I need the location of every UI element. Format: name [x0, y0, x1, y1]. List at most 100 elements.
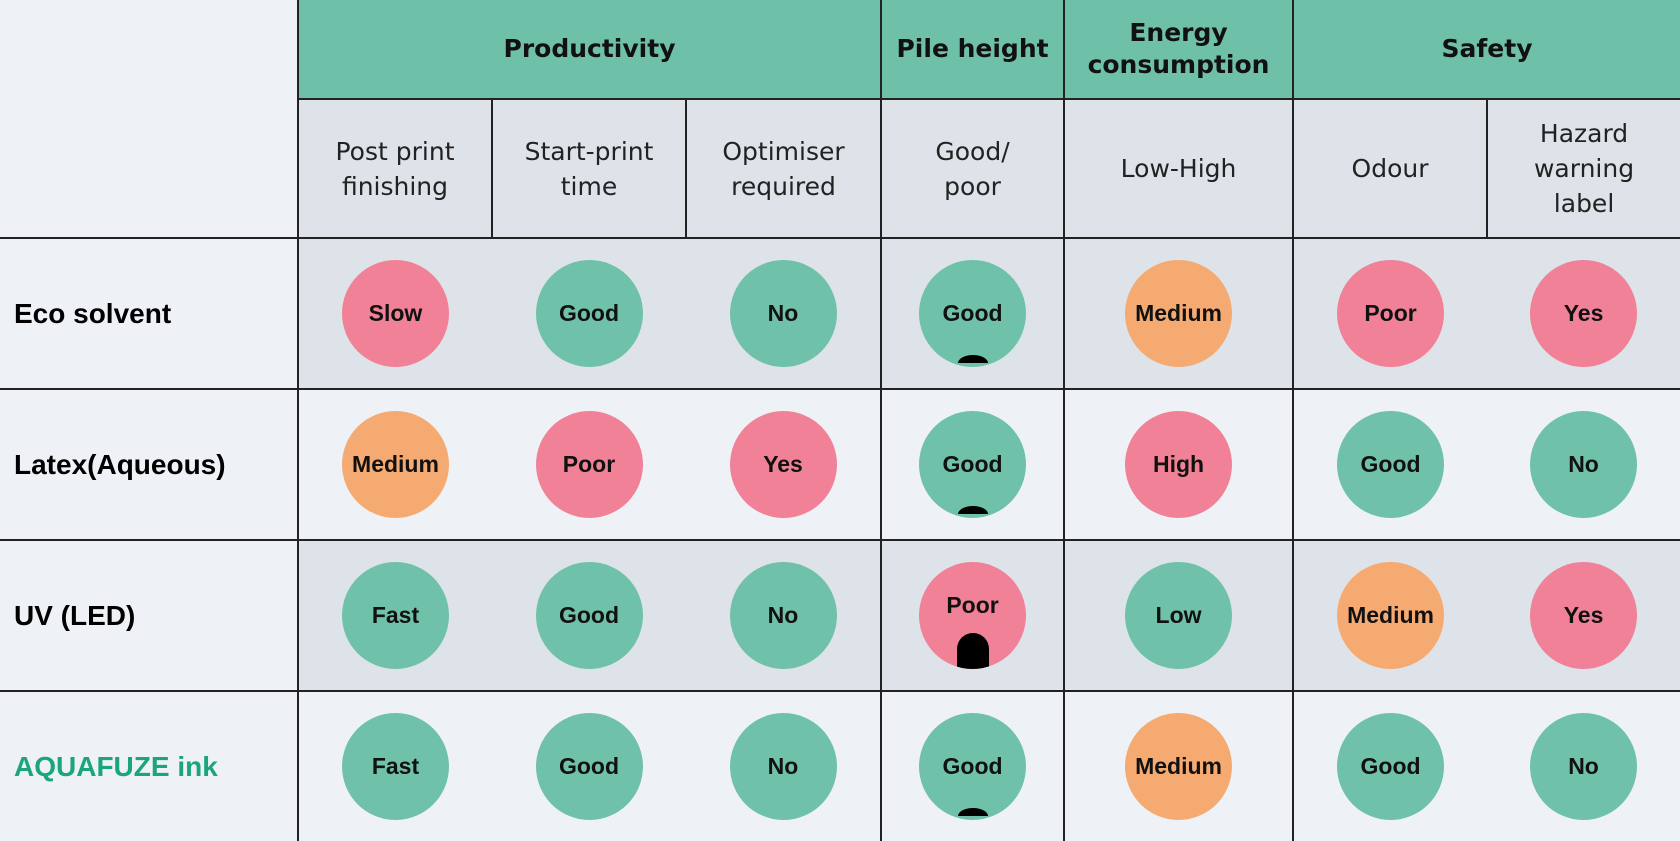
rating-cell: Poor	[1292, 237, 1488, 389]
rating-circle: High	[1125, 411, 1233, 518]
row-label: AQUAFUZE ink	[0, 690, 298, 841]
rating-cell: Good	[880, 388, 1065, 540]
corner-cell	[0, 99, 298, 238]
rating-cell: Good	[1292, 388, 1488, 540]
rating-circle: Good	[1337, 411, 1445, 518]
row-label: Eco solvent	[0, 237, 298, 389]
rating-circle: Yes	[1530, 562, 1638, 669]
group-header: Productivity	[296, 0, 882, 99]
pile-height-icon	[957, 808, 988, 816]
group-header: Pile height	[880, 0, 1065, 99]
rating-circle: Good	[535, 260, 643, 367]
rating-circle: Good	[1337, 713, 1445, 820]
rating-cell: No	[686, 539, 882, 691]
row-label: Latex(Aqueous)	[0, 388, 298, 540]
rating-circle: Medium	[1337, 562, 1445, 669]
rating-circle: Fast	[342, 562, 449, 669]
rating-label: Poor	[562, 451, 616, 477]
rating-cell: Good	[880, 237, 1065, 389]
rating-cell: Fast	[297, 539, 492, 691]
rating-cell: Yes	[1487, 237, 1680, 389]
rating-cell: Low	[1063, 539, 1294, 691]
rating-cell: No	[686, 690, 882, 841]
rating-cell: Good	[1292, 690, 1488, 841]
rating-label: Good	[558, 753, 620, 779]
rating-cell: Medium	[1063, 237, 1294, 389]
subheader: Optimiser required	[684, 98, 882, 238]
rating-label: Medium	[1135, 300, 1222, 326]
rating-label: Yes	[1563, 602, 1604, 628]
table-row: Latex(Aqueous) Medium Poor Yes Good High Good N…	[0, 388, 1680, 540]
rating-cell: No	[1487, 388, 1680, 540]
rating-label: Good	[942, 451, 1003, 477]
subheader: Good/ poor	[880, 98, 1065, 238]
corner-cell	[0, 0, 298, 99]
rating-label: Low	[1155, 602, 1202, 628]
rating-circle: Good	[919, 260, 1027, 367]
rating-cell: Poor	[492, 388, 686, 540]
rating-label: Yes	[763, 451, 803, 477]
rating-circle: Good	[919, 411, 1027, 518]
group-header-row: Productivity Pile height Energy consumptio…	[0, 0, 1680, 99]
rating-cell: High	[1063, 388, 1294, 540]
rating-label: No	[767, 300, 799, 326]
rating-circle: No	[729, 260, 837, 367]
rating-circle: Low	[1125, 562, 1233, 669]
subheader-row: Post print finishing Start-print time Opti…	[0, 98, 1680, 238]
rating-label: Good	[558, 602, 620, 628]
rating-circle: Slow	[342, 260, 449, 367]
rating-cell: No	[1487, 690, 1680, 841]
rating-label: Poor	[1364, 300, 1417, 326]
table-row: AQUAFUZE ink Fast Good No Good Medium Good No	[0, 690, 1680, 841]
rating-cell: Medium	[1063, 690, 1294, 841]
rating-label: No	[767, 753, 799, 779]
rating-label: Slow	[368, 300, 423, 326]
rating-label: High	[1152, 451, 1205, 477]
rating-label: Good	[942, 300, 1003, 326]
rating-cell: Yes	[686, 388, 882, 540]
rating-label: Fast	[371, 602, 420, 628]
group-header: Safety	[1292, 0, 1680, 99]
rating-circle: Poor	[535, 411, 643, 518]
rating-circle: Poor	[919, 562, 1027, 669]
rating-circle: No	[1530, 713, 1638, 820]
rating-cell: Slow	[297, 237, 492, 389]
subheader: Hazard warning label	[1486, 98, 1680, 238]
rating-label: Fast	[371, 753, 420, 779]
rating-cell: Good	[492, 539, 686, 691]
rating-cell: Yes	[1487, 539, 1680, 691]
rating-circle: Medium	[1125, 260, 1233, 367]
rating-circle: No	[1530, 411, 1638, 518]
rating-circle: Poor	[1337, 260, 1445, 367]
rating-cell: Medium	[297, 388, 492, 540]
rating-circle: No	[729, 562, 837, 669]
row-label: UV (LED)	[0, 539, 298, 691]
table-row: Eco solvent Slow Good No Good Medium Poor Yes	[0, 237, 1680, 389]
subheader: Start-print time	[491, 98, 686, 238]
rating-cell: Good	[880, 690, 1065, 841]
rating-label: Yes	[1563, 300, 1604, 326]
rating-label: No	[1568, 451, 1599, 477]
subheader: Odour	[1292, 98, 1488, 238]
rating-circle: Yes	[1530, 260, 1638, 367]
rating-circle: Medium	[1125, 713, 1233, 820]
rating-circle: Medium	[342, 411, 449, 518]
rating-circle: Good	[919, 713, 1027, 820]
rating-label: Good	[942, 753, 1003, 779]
group-header: Energy consumption	[1063, 0, 1294, 99]
rating-label: Good	[1360, 451, 1421, 477]
rating-label: No	[767, 602, 799, 628]
rating-cell: Good	[492, 690, 686, 841]
rating-circle: Good	[535, 562, 643, 669]
rating-label: Medium	[1347, 602, 1434, 628]
table-row: UV (LED) Fast Good No Poor Low Medium Yes	[0, 539, 1680, 691]
subheader: Post print finishing	[297, 98, 492, 238]
rating-label: Medium	[352, 451, 439, 477]
rating-label: Good	[558, 300, 620, 326]
pile-height-icon	[956, 633, 989, 669]
pile-height-icon	[957, 355, 988, 363]
rating-label: Poor	[946, 592, 999, 618]
rating-label: No	[1568, 753, 1599, 779]
subheader: Low-High	[1063, 98, 1294, 238]
